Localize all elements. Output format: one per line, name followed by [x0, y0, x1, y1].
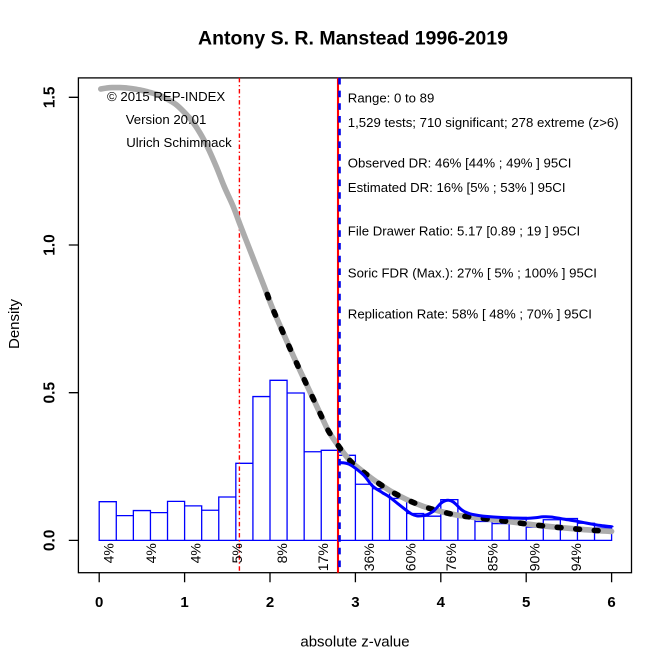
svg-text:5%: 5% [229, 543, 245, 563]
svg-text:1.0: 1.0 [42, 234, 59, 256]
svg-text:Estimated DR: 16% [5% ; 53% ]: Estimated DR: 16% [5% ; 53% ] 95CI [348, 180, 566, 195]
svg-text:Replication Rate: 58% [ 48% ;: Replication Rate: 58% [ 48% ; 70% ] 95CI [348, 307, 592, 322]
svg-text:4%: 4% [188, 543, 204, 563]
svg-text:4%: 4% [101, 543, 117, 563]
svg-text:5: 5 [522, 594, 530, 611]
svg-text:36%: 36% [361, 543, 377, 571]
svg-text:0: 0 [95, 594, 103, 611]
svg-text:1.5: 1.5 [42, 86, 59, 108]
svg-text:Version 20.01: Version 20.01 [126, 112, 207, 127]
svg-text:0.0: 0.0 [42, 530, 59, 552]
svg-text:Density: Density [6, 298, 23, 349]
svg-text:1: 1 [180, 594, 188, 611]
svg-text:17%: 17% [315, 543, 331, 571]
svg-text:6: 6 [607, 594, 615, 611]
svg-text:1,529 tests; 710 significant;: 1,529 tests; 710 significant; 278 extrem… [348, 115, 619, 130]
svg-text:Antony S. R. Manstead 1996-201: Antony S. R. Manstead 1996-2019 [198, 27, 508, 49]
svg-text:2: 2 [266, 594, 274, 611]
svg-text:90%: 90% [526, 543, 542, 571]
svg-text:Soric FDR (Max.): 27% [ 5% ; 1: Soric FDR (Max.): 27% [ 5% ; 100% ] 95CI [348, 266, 597, 281]
svg-text:4: 4 [437, 594, 446, 611]
svg-text:© 2015 REP-INDEX: © 2015 REP-INDEX [107, 89, 225, 104]
svg-text:0.5: 0.5 [42, 382, 59, 404]
svg-text:absolute z-value: absolute z-value [300, 634, 409, 651]
svg-text:76%: 76% [443, 543, 459, 571]
svg-text:4%: 4% [143, 543, 159, 563]
svg-text:3: 3 [351, 594, 359, 611]
svg-text:94%: 94% [568, 543, 584, 571]
svg-text:60%: 60% [403, 543, 419, 571]
svg-text:Ulrich Schimmack: Ulrich Schimmack [126, 135, 232, 150]
svg-text:8%: 8% [274, 543, 290, 563]
svg-text:Observed DR: 46% [44% ; 49% ]: Observed DR: 46% [44% ; 49% ] 95CI [348, 155, 572, 170]
svg-text:Range: 0 to 89: Range: 0 to 89 [348, 90, 435, 105]
svg-text:85%: 85% [484, 543, 500, 571]
svg-text:File Drawer Ratio: 5.17 [0.89: File Drawer Ratio: 5.17 [0.89 ; 19 ] 95C… [348, 224, 580, 239]
